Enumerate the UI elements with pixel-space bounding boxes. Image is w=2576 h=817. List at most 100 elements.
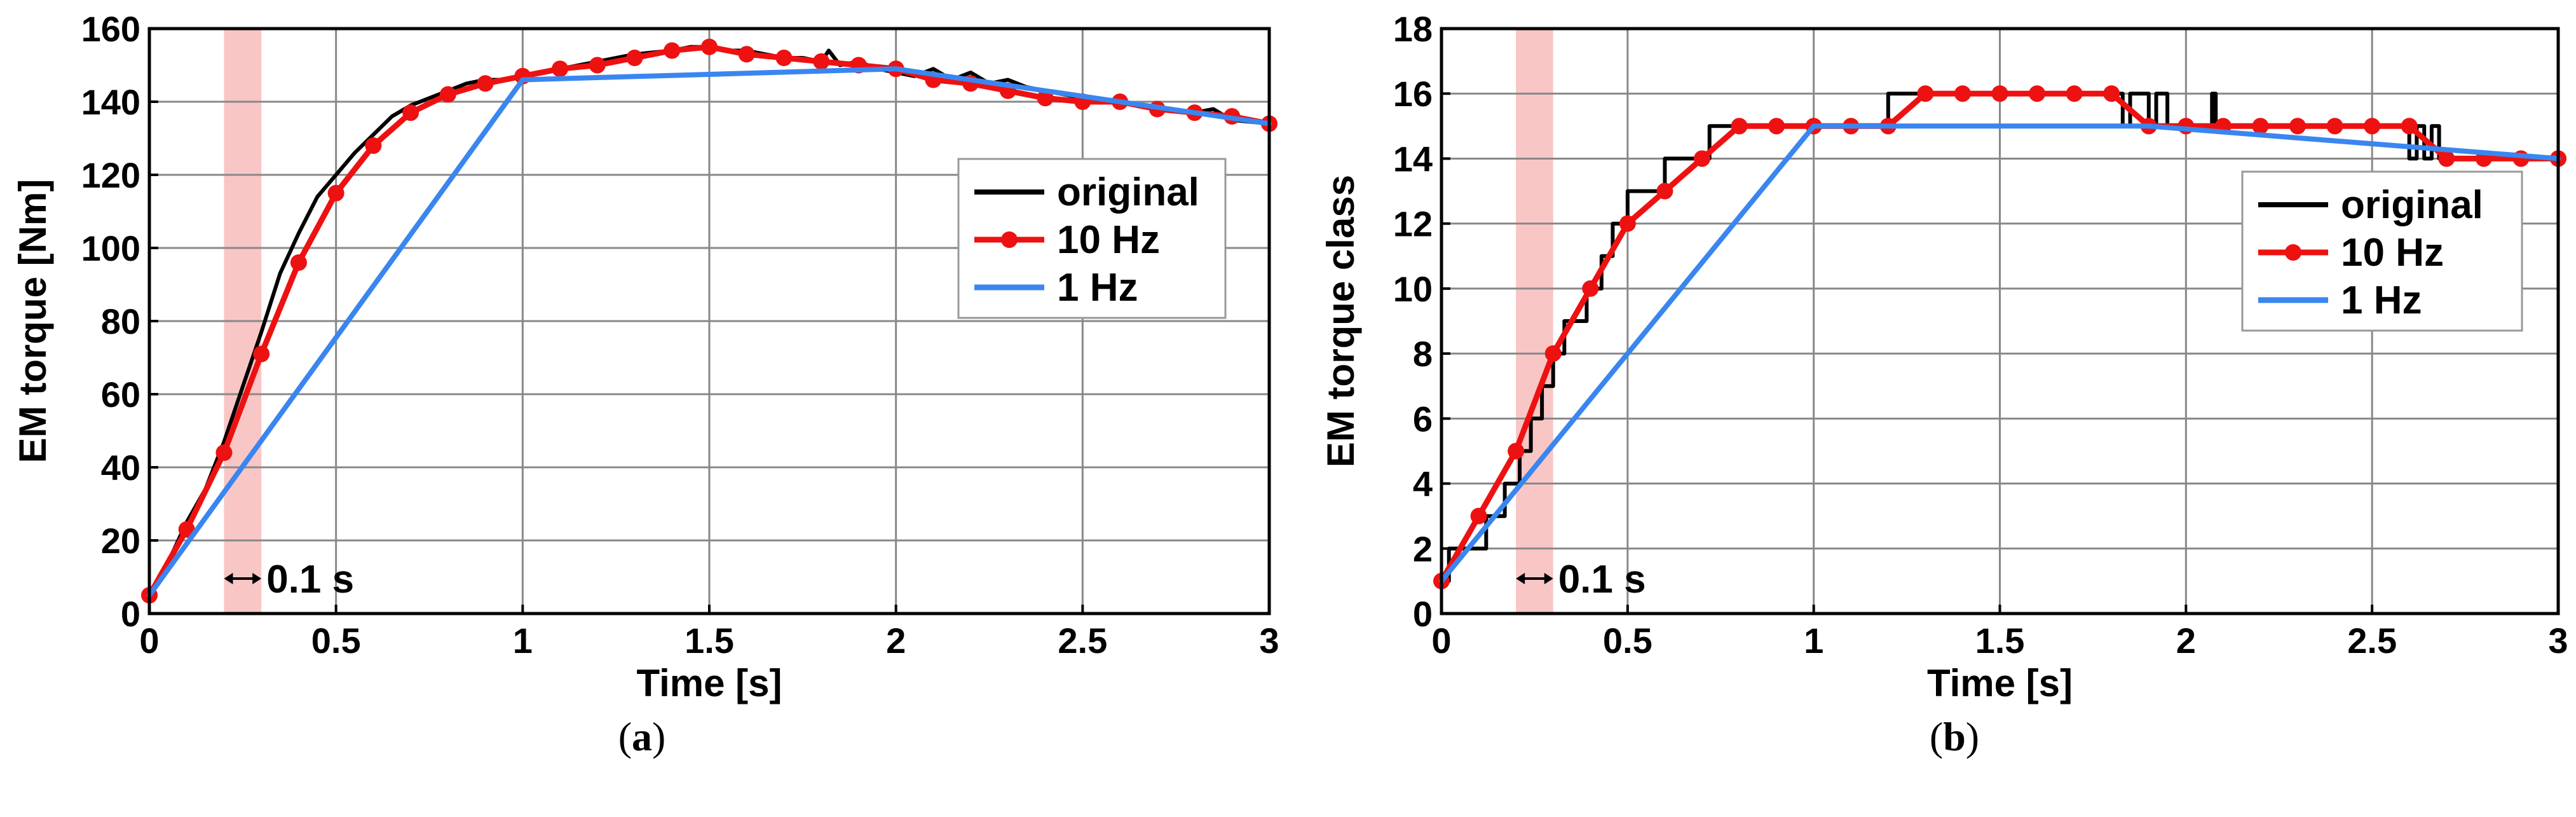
legend-label: original — [1057, 170, 1199, 214]
data-point — [2103, 85, 2120, 102]
data-point — [1991, 85, 2008, 102]
data-point — [701, 38, 718, 55]
x-tick-label: 0.5 — [311, 621, 361, 661]
y-tick-label: 14 — [1393, 139, 1433, 179]
legend-label: 10 Hz — [2341, 231, 2444, 275]
arrow-head-left — [224, 573, 233, 584]
y-tick-label: 12 — [1393, 204, 1433, 244]
x-tick-label: 0 — [139, 621, 159, 661]
y-tick-label: 20 — [101, 521, 140, 561]
data-point — [1470, 507, 1487, 525]
data-point — [552, 60, 569, 78]
y-tick-label: 10 — [1393, 269, 1433, 309]
data-point — [775, 50, 793, 66]
data-point — [2438, 150, 2455, 167]
data-point — [813, 53, 830, 70]
plot-frame — [1440, 27, 2560, 615]
data-point — [1768, 118, 1785, 135]
data-point — [2289, 118, 2307, 135]
x-tick-label: 2.5 — [1058, 621, 1107, 661]
data-point — [1917, 85, 1934, 102]
legend-marker — [2285, 244, 2301, 261]
y-tick-label: 6 — [1413, 399, 1433, 439]
x-tick-label: 3 — [1259, 621, 1279, 661]
data-point — [2401, 118, 2418, 135]
x-tick-label: 2.5 — [2347, 621, 2397, 661]
x-tick-label: 2 — [2176, 621, 2196, 661]
data-point — [2252, 118, 2269, 135]
data-point — [365, 137, 382, 154]
panel-caption: (b) — [1930, 714, 1979, 759]
y-tick-label: 0 — [121, 594, 140, 634]
y-tick-label: 60 — [101, 374, 140, 415]
y-tick-label: 18 — [1393, 9, 1433, 49]
data-point — [1954, 85, 1971, 102]
x-tick-label: 1.5 — [1975, 621, 2025, 661]
data-point — [1656, 182, 1673, 200]
chart-panel-a: 0 0.5 1 1.5 2 2.5 3 0 20 40 60 80 100 120 140 160 0.1 s o… — [11, 9, 1279, 759]
data-point — [589, 57, 606, 74]
x-tick-label: 2 — [886, 621, 906, 661]
data-point — [439, 86, 456, 103]
data-point — [402, 104, 419, 121]
legend-label: 10 Hz — [1057, 218, 1160, 262]
data-point — [1731, 118, 1748, 135]
y-axis-label: EM torque [Nm] — [11, 179, 54, 463]
data-point — [178, 521, 195, 538]
panel-caption: (a) — [618, 714, 666, 759]
y-tick-label: 4 — [1413, 464, 1433, 504]
arrow-head-right — [1544, 573, 1553, 584]
series-1hz-line — [1439, 123, 2561, 584]
arrow-head-right — [252, 573, 262, 584]
data-point — [1619, 215, 1636, 232]
x-tick-label: 1 — [1804, 621, 1823, 661]
chart-panel-b: 0 0.5 1 1.5 2 2.5 3 0 2 4 6 8 10 12 14 16 18 0.1 s origina… — [1319, 9, 2568, 759]
legend-label: original — [2341, 183, 2483, 227]
plot-frame — [147, 27, 1271, 615]
x-tick-label: 0.5 — [1603, 621, 1653, 661]
x-tick-label: 1 — [513, 621, 533, 661]
data-point — [1693, 150, 1710, 167]
x-tick-label: 1.5 — [685, 621, 734, 661]
y-tick-label: 80 — [101, 301, 140, 341]
panel-letter: b — [1943, 714, 1966, 759]
y-tick-label: 8 — [1413, 334, 1433, 374]
data-point — [1582, 280, 1599, 297]
interval-annotation: 0.1 s — [266, 558, 354, 601]
data-point — [215, 444, 233, 461]
interval-annotation: 0.1 s — [1558, 558, 1646, 601]
y-tick-label: 16 — [1393, 74, 1433, 114]
data-point — [2066, 85, 2083, 102]
data-point — [2326, 118, 2343, 135]
series-1hz-line — [147, 66, 1272, 598]
x-axis-label: Time [s] — [637, 662, 782, 704]
data-point — [738, 46, 755, 63]
y-tick-label: 40 — [101, 448, 140, 488]
y-tick-label: 140 — [81, 82, 140, 122]
arrow-head-left — [1516, 573, 1525, 584]
data-point — [664, 42, 681, 59]
y-tick-label: 2 — [1413, 529, 1433, 569]
data-point — [2364, 118, 2381, 135]
data-point — [1508, 443, 1525, 460]
data-point — [626, 50, 643, 66]
y-tick-label: 120 — [81, 155, 140, 195]
legend-label: 1 Hz — [2341, 278, 2422, 322]
data-point — [290, 254, 307, 271]
x-tick-label: 0 — [1431, 621, 1451, 661]
y-tick-label: 100 — [81, 228, 140, 268]
data-point — [1544, 345, 1562, 362]
highlight-band — [1516, 29, 1553, 614]
y-tick-label: 0 — [1413, 594, 1433, 634]
legend-label: 1 Hz — [1057, 266, 1138, 310]
y-axis-label: EM torque class — [1319, 175, 1362, 467]
data-point — [477, 75, 494, 92]
legend-marker — [1001, 231, 1018, 248]
y-tick-label: 160 — [81, 9, 140, 49]
data-point — [253, 345, 270, 362]
data-point — [2029, 85, 2046, 102]
x-axis-label: Time [s] — [1927, 662, 2073, 704]
x-tick-label: 3 — [2548, 621, 2568, 661]
panel-letter: a — [632, 714, 652, 759]
